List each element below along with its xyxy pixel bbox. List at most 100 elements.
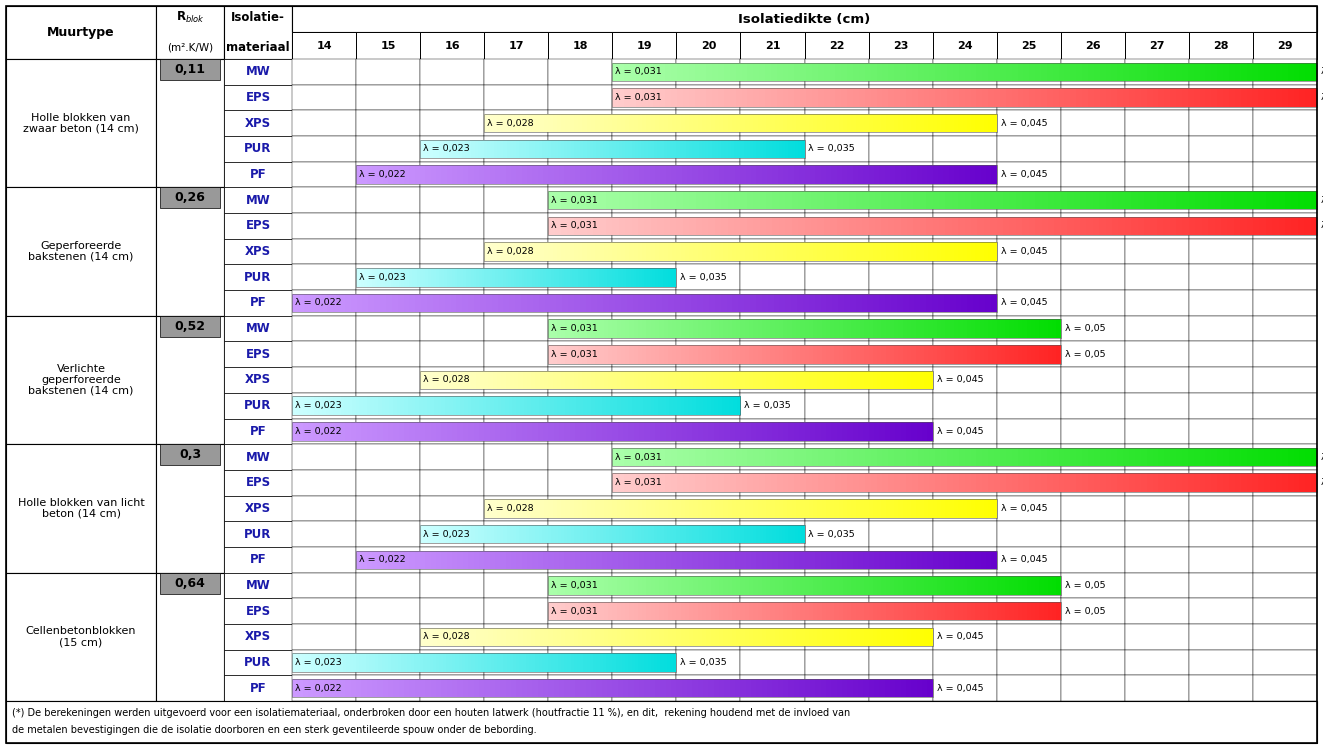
Bar	[676, 676, 741, 701]
Bar	[947, 63, 953, 81]
Bar	[576, 268, 578, 287]
Bar	[476, 371, 480, 389]
Text: R$_{blok}$: R$_{blok}$	[176, 10, 204, 25]
Bar	[766, 602, 770, 620]
Bar	[1299, 88, 1306, 107]
Bar	[762, 576, 766, 595]
Bar	[536, 371, 540, 389]
Bar	[574, 653, 577, 672]
Bar	[1151, 216, 1156, 235]
Bar	[484, 162, 548, 187]
Bar	[706, 345, 710, 363]
Bar	[589, 268, 591, 287]
Bar	[374, 396, 378, 415]
Bar	[665, 396, 669, 415]
Bar	[418, 268, 421, 287]
Bar	[804, 572, 869, 598]
Bar	[750, 139, 753, 158]
Bar	[1041, 448, 1046, 467]
Bar	[504, 294, 509, 312]
Bar	[356, 268, 359, 287]
Bar	[696, 191, 703, 210]
Bar	[484, 676, 548, 701]
Bar	[758, 499, 762, 518]
Bar	[509, 294, 515, 312]
Bar	[509, 525, 513, 543]
Bar	[747, 448, 753, 467]
Bar	[574, 139, 577, 158]
Bar	[1125, 213, 1189, 239]
Bar	[669, 396, 673, 415]
Bar	[941, 499, 946, 518]
Bar	[753, 602, 758, 620]
Bar	[591, 371, 595, 389]
Bar	[954, 345, 958, 363]
Bar	[613, 572, 676, 598]
Bar	[574, 371, 578, 389]
Bar	[591, 551, 597, 569]
Bar	[1253, 547, 1316, 572]
Bar	[933, 392, 996, 419]
Bar	[609, 628, 613, 646]
Bar	[1129, 88, 1135, 107]
Bar	[954, 114, 958, 133]
Bar	[292, 239, 356, 264]
Bar	[1181, 88, 1188, 107]
Bar	[398, 294, 404, 312]
Bar	[1113, 191, 1118, 210]
Bar	[730, 679, 736, 697]
Bar	[471, 628, 476, 646]
Bar	[728, 191, 734, 210]
Bar	[914, 294, 921, 312]
Bar	[713, 551, 720, 569]
Bar	[538, 294, 545, 312]
Bar	[923, 448, 930, 467]
Bar	[741, 63, 747, 81]
Bar	[938, 166, 943, 184]
Bar	[1118, 88, 1123, 107]
Bar	[1041, 191, 1048, 210]
Bar	[565, 396, 569, 415]
Bar	[1003, 191, 1009, 210]
Bar	[881, 216, 888, 235]
Bar	[532, 525, 536, 543]
Bar	[1003, 216, 1009, 235]
Bar	[361, 422, 366, 440]
Bar	[356, 419, 421, 444]
Text: PUR: PUR	[245, 399, 271, 412]
Bar	[959, 166, 964, 184]
Bar	[1129, 63, 1135, 81]
Bar	[1140, 448, 1147, 467]
Bar	[599, 114, 603, 133]
Bar	[523, 525, 527, 543]
Bar	[668, 371, 672, 389]
Bar	[869, 598, 933, 624]
Bar	[626, 345, 630, 363]
Bar	[519, 114, 523, 133]
Bar	[613, 649, 676, 676]
Bar	[933, 243, 937, 261]
Bar	[700, 88, 706, 107]
Bar	[532, 422, 537, 440]
Bar	[831, 679, 836, 697]
Bar	[591, 345, 595, 363]
Bar	[762, 602, 766, 620]
Bar	[724, 114, 728, 133]
Bar	[1094, 88, 1099, 107]
Bar	[1246, 448, 1253, 467]
Bar	[919, 191, 926, 210]
Bar	[869, 496, 933, 521]
Bar	[578, 371, 582, 389]
Bar	[450, 628, 454, 646]
Bar	[759, 525, 763, 543]
Bar	[984, 294, 991, 312]
Bar	[794, 166, 799, 184]
Bar	[586, 268, 589, 287]
Bar	[1106, 63, 1111, 81]
Bar	[574, 499, 578, 518]
Bar	[597, 679, 602, 697]
Bar	[856, 499, 860, 518]
Bar	[835, 243, 839, 261]
Bar	[520, 525, 523, 543]
Bar	[1023, 576, 1027, 595]
